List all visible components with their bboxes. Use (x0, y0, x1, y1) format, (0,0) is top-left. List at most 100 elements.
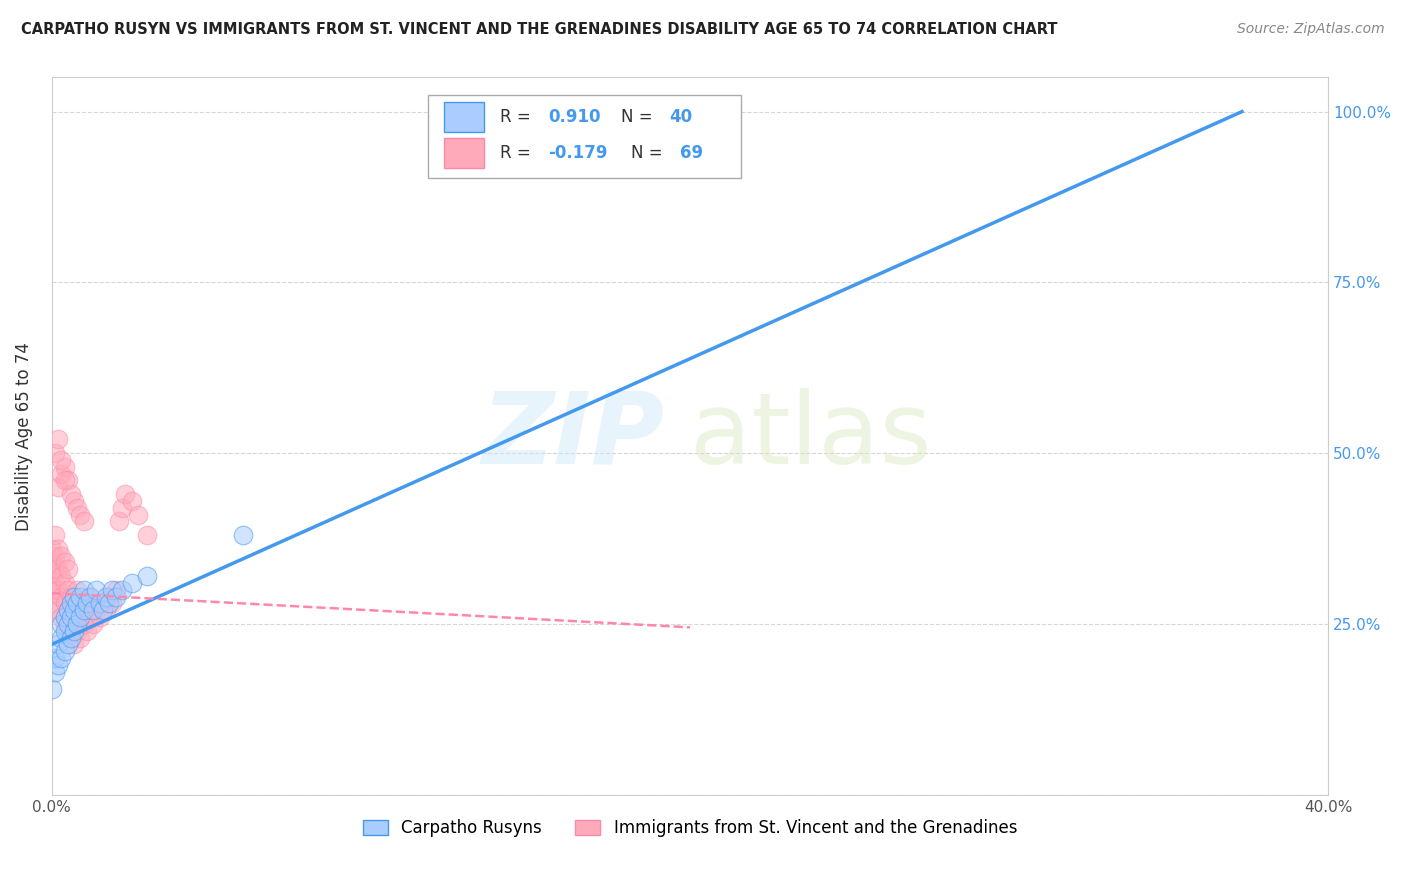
Y-axis label: Disability Age 65 to 74: Disability Age 65 to 74 (15, 342, 32, 531)
Point (44, 446, 66, 460)
Point (66, 616, 89, 631)
Point (56, 474, 79, 488)
Point (46, 433, 69, 447)
Point (46, 480, 69, 494)
Point (63, 590, 86, 604)
Point (101, 596, 124, 610)
Text: N =: N = (621, 108, 658, 126)
Point (53, 474, 76, 488)
Point (53, 556, 76, 570)
Point (69, 508, 91, 522)
Point (127, 508, 149, 522)
Point (111, 582, 134, 597)
Point (69, 610, 91, 624)
Point (46, 541, 69, 556)
Text: Source: ZipAtlas.com: Source: ZipAtlas.com (1237, 22, 1385, 37)
Point (46, 637, 69, 651)
Point (56, 603, 79, 617)
Point (73, 596, 96, 610)
Point (51, 549, 73, 563)
Point (59, 610, 82, 624)
Point (53, 610, 76, 624)
Point (41, 582, 63, 597)
FancyBboxPatch shape (444, 137, 485, 168)
FancyBboxPatch shape (444, 102, 485, 132)
Point (41, 569, 63, 583)
Point (91, 596, 114, 610)
Point (66, 624, 89, 638)
Point (44, 665, 66, 679)
Point (136, 528, 159, 542)
Point (53, 616, 76, 631)
Point (53, 576, 76, 591)
Point (53, 624, 76, 638)
Point (53, 644, 76, 658)
Point (59, 610, 82, 624)
Point (107, 515, 129, 529)
Point (41, 681, 63, 696)
Point (76, 624, 98, 638)
Point (46, 603, 69, 617)
Point (46, 562, 69, 576)
Point (232, 528, 254, 542)
Text: ZIP: ZIP (481, 387, 665, 484)
Point (136, 569, 159, 583)
Point (94, 603, 117, 617)
Point (44, 596, 66, 610)
Point (51, 467, 73, 481)
Point (59, 487, 82, 501)
Point (104, 590, 127, 604)
Point (56, 562, 79, 576)
Point (91, 603, 114, 617)
Point (59, 590, 82, 604)
Point (89, 596, 111, 610)
Point (63, 596, 86, 610)
Point (56, 637, 79, 651)
Point (79, 610, 101, 624)
Point (82, 603, 104, 617)
Point (44, 651, 66, 665)
Point (51, 453, 73, 467)
Point (53, 596, 76, 610)
Point (63, 616, 86, 631)
Point (104, 582, 127, 597)
Point (51, 631, 73, 645)
Point (121, 494, 143, 508)
Point (56, 616, 79, 631)
Point (51, 610, 73, 624)
Point (79, 590, 101, 604)
Point (73, 515, 96, 529)
Point (59, 596, 82, 610)
Point (44, 576, 66, 591)
Point (73, 616, 96, 631)
Text: 69: 69 (679, 144, 703, 161)
Text: R =: R = (499, 144, 536, 161)
Text: 0.910: 0.910 (548, 108, 600, 126)
Text: R =: R = (499, 108, 536, 126)
Point (51, 651, 73, 665)
Point (94, 590, 117, 604)
Point (56, 582, 79, 597)
Point (51, 616, 73, 631)
Point (66, 603, 89, 617)
Point (114, 487, 136, 501)
Point (76, 596, 98, 610)
FancyBboxPatch shape (429, 95, 741, 178)
Point (69, 610, 91, 624)
Point (51, 569, 73, 583)
Text: CARPATHO RUSYN VS IMMIGRANTS FROM ST. VINCENT AND THE GRENADINES DISABILITY AGE : CARPATHO RUSYN VS IMMIGRANTS FROM ST. VI… (21, 22, 1057, 37)
Point (44, 549, 66, 563)
Point (79, 590, 101, 604)
Point (53, 459, 76, 474)
Point (98, 590, 121, 604)
Point (63, 637, 86, 651)
Point (41, 541, 63, 556)
Point (46, 582, 69, 597)
Point (66, 582, 89, 597)
Point (44, 562, 66, 576)
Point (66, 596, 89, 610)
Point (59, 631, 82, 645)
Point (69, 631, 91, 645)
Point (73, 603, 96, 617)
Point (73, 582, 96, 597)
